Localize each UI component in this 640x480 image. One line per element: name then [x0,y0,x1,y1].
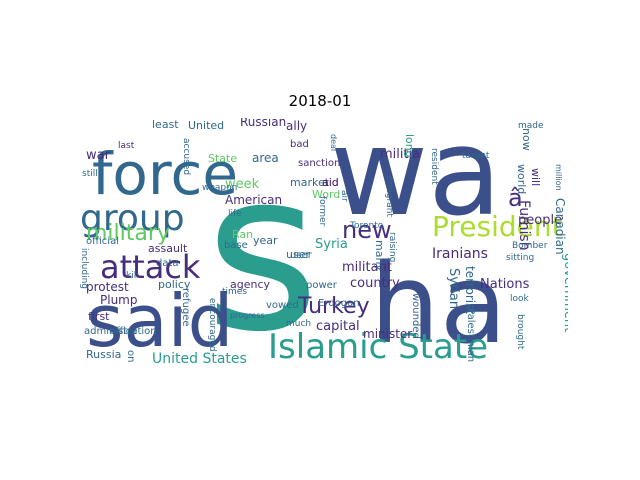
word-progress-94: progress [230,311,265,320]
figure-title: 2018-01 [288,92,352,110]
word-nations-22: Nations [480,277,530,292]
word-policy-33: policy [158,278,191,291]
word-made-88: made [518,121,544,131]
word-year-45: year [253,234,278,247]
word-cloud: wa s ha said force group Islamic State attack Pr… [80,118,568,363]
word-one-66: one [125,350,136,363]
word-agency-32: agency [230,278,271,291]
word-attack-7: attack [100,248,201,286]
word-vowed-59: vowed [266,300,299,311]
word--12: â [508,184,523,212]
word-force-4: force [92,140,238,208]
word-brought-87: brought [515,314,525,350]
word-new-11: new [342,216,392,244]
word-last-79: last [118,141,135,151]
word-ran-31: Ran [232,228,253,241]
word-sitting-85: sitting [506,253,534,263]
word-assault-61: assault [148,242,188,255]
word-power-58: power [306,280,338,291]
word-iranians-13: Iranians [432,246,488,262]
word-official-63: official [86,236,119,247]
word-word-48: Word [312,188,340,201]
word-toronto-57: Toronto [349,221,384,231]
word-group-5: group [80,198,185,239]
word-president-8: President [432,210,563,243]
word-military-9: military [86,221,170,246]
word-state-43: State [208,152,237,165]
word-bad-69: bad [290,139,309,150]
word-bomber-93: Bomber [512,241,548,251]
word-turkey-10: Turkey [297,294,370,319]
word-times-74: times [222,287,247,297]
word-erdogan-54: Erdogan [318,298,360,309]
word-russian-18: Russian [240,118,286,129]
word-syria-19: Syria [315,237,348,252]
word-canadian-25: Canadian [553,198,567,255]
word-life-75: life [228,209,242,219]
word-including-81: including [80,248,89,289]
word-ally-41: ally [286,119,307,133]
word-protest-35: protest [86,280,129,294]
word-kill-80: kill [126,271,139,281]
word-minister-30: minister [363,327,412,341]
word-american-17: American [225,193,282,207]
word-user-46: user [286,248,310,261]
word-ha-2: ha [370,240,507,363]
word-accused-72: accused [181,138,191,175]
word-raising-82: raising [387,232,397,262]
word-office-67: office [110,326,137,337]
word-now-51: now [520,128,533,151]
word-militia-15: militia [380,147,420,162]
word-administration-65: administration [84,326,157,337]
word-weapon-73: weapon [202,183,237,193]
word-market-44: market [290,176,330,189]
word-refugee-64: refugee [180,288,191,327]
word-week-16: week [225,177,260,192]
word-aid-47: aid [322,176,339,189]
word-look-86: look [510,294,530,304]
word-area-42: area [252,151,279,165]
word-will-52: will [529,168,542,186]
word-resident-83: resident [429,148,439,185]
word-still-91: still [82,169,98,179]
word-wa-0: wa [330,118,502,243]
word-emigrant-71: emigrant [384,176,394,217]
word-furnish-14: Furnish [516,200,532,251]
word-united-39: United [188,119,224,132]
word-country-20: country [350,276,400,291]
word-syrian-28: Syrian [446,268,461,309]
word-government-26: government [561,253,568,332]
word-militant-29: militant [342,260,392,275]
word-target-84: target [462,151,490,161]
word-russia-38: Russia [86,348,121,361]
word-plump-34: Plump [100,293,137,307]
word-sanction-68: sanction [298,158,340,169]
word-s-1: s [205,124,320,363]
word-said-3: said [86,279,233,363]
word-first-37: first [88,310,110,323]
word-least-40: least [152,118,179,131]
word-wounded-56: wounded [410,293,421,339]
word-people-24: people [518,213,562,228]
word-world-50: world [515,164,528,194]
word-much-76: much [286,319,311,329]
word-terrorist-27: terrorist [463,266,477,314]
word-user-70: user [290,250,313,261]
word-islamic-state-6: Islamic State [268,327,488,363]
word-united-states-23: United States [152,351,247,363]
word-palestinian-55: Palestinian [465,308,476,362]
word-million-89: million [554,164,563,191]
word-encouraged-78: encouraged [207,298,217,352]
word-capital-21: capital [316,319,360,334]
word-base-60: base [224,240,248,251]
word-many-53: many [373,240,386,271]
word-former-77: former [317,196,327,227]
word-air-92: air [339,190,349,202]
word-war-36: war [86,148,111,163]
word-data-62: data [156,258,179,269]
word-long-49: long [403,134,416,158]
word-deal-90: deal [329,134,338,151]
